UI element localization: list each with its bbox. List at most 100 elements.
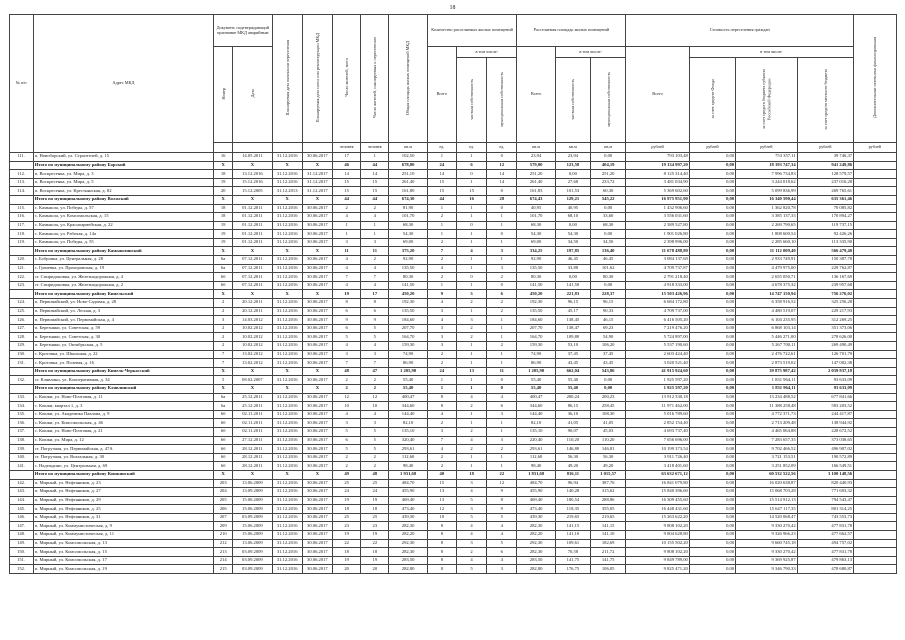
value-cell: 2 [426, 212, 457, 222]
value-cell: 334,25 [516, 246, 556, 257]
value-cell: 4 [486, 521, 518, 532]
value-cell: 4 [331, 263, 362, 274]
value-cell: 9 346 790,33 [735, 564, 798, 575]
address-cell: Итого по муниципальному району Кинельски… [32, 289, 215, 300]
value-cell: 16 [455, 194, 488, 205]
value-cell: Х [232, 366, 273, 377]
row-number-cell: 122. [8, 272, 34, 282]
value-cell: 86,90 [516, 358, 556, 368]
value-cell: 678,00 [388, 160, 428, 171]
row-number-cell: 120. [8, 255, 34, 265]
value-cell: 2 655 050,71 [735, 272, 798, 282]
value-cell: 0,00 [590, 280, 627, 291]
value-cell: 144,40 [388, 409, 428, 420]
value-cell: Х [213, 246, 234, 257]
value-cell: 19 [331, 530, 362, 540]
table-row: 126. п. Первомайский, ул. Первомайская, д… [8, 315, 897, 325]
value-cell: 469,40 [388, 495, 428, 506]
value-cell: 18 [360, 504, 390, 514]
value-cell: 2 [360, 452, 390, 463]
value-cell: 23,94 [554, 151, 592, 162]
value-cell: 2 [426, 452, 457, 463]
value-cell: 15.12.2005 [232, 186, 273, 196]
value-cell: 6б [213, 426, 234, 437]
value-cell: 478 680,87 [796, 564, 855, 575]
value-cell: 10 [360, 401, 390, 411]
value-cell: 30.06.2017 [301, 461, 334, 471]
value-cell: 315,62 [590, 487, 627, 497]
row-number-cell: 148. [8, 530, 34, 540]
value-cell: 14 520 068,47 [735, 512, 798, 523]
address-cell: Итого по муниципальному району Борский [32, 160, 215, 171]
value-cell: 0,00 [688, 237, 737, 248]
value-cell: 200,24 [554, 392, 592, 403]
value-cell: 30.06.2017 [301, 203, 334, 214]
value-cell: 5 537 190,60 [625, 341, 690, 351]
value-cell: 68,30 [590, 220, 627, 231]
value-cell: 106,20 [590, 341, 627, 351]
row-number-cell [8, 366, 34, 377]
value-cell: 31.12.2017 [301, 169, 334, 179]
value-cell: 1 [455, 212, 488, 222]
value-cell: 269 490,49 [796, 341, 855, 351]
value-cell: 25 [331, 478, 362, 489]
address-cell: с. Камышла, ул. Комсомольская, д. 15 [32, 212, 215, 222]
address-cell: ст. Спиридоновка, ул. Железнодорожная, д… [32, 280, 215, 291]
value-cell: 0 [486, 383, 518, 394]
value-cell: 30.06.2017 [301, 255, 334, 265]
value-cell: 37,45 [554, 349, 592, 360]
value-cell: 1 205,90 [516, 366, 556, 377]
value-cell: Х [232, 194, 273, 205]
value-cell: 4 [455, 530, 488, 540]
value-cell: 31.12.2016 [271, 177, 303, 188]
value-cell [853, 504, 897, 514]
value-cell: 0,00 [688, 435, 737, 446]
table-row: 147. п. Мирный, ул. Коммунистическая, д. … [8, 521, 897, 532]
value-cell: 45,03 [590, 426, 627, 437]
address-cell: п. Березняки, ул. Октябрьская, д. 5 [32, 341, 215, 351]
value-cell: 2 398 996,00 [625, 237, 690, 248]
row-number-cell: 112. [8, 169, 34, 179]
value-cell: 7 [213, 358, 234, 368]
value-cell: 1 [455, 418, 488, 428]
value-cell: 6 416 505,20 [625, 315, 690, 325]
value-cell: 3 556 031,60 [625, 212, 690, 222]
value-cell: 0 [455, 272, 488, 282]
value-cell: 545,22 [590, 194, 627, 205]
value-cell [853, 323, 897, 334]
value-cell: 400,47 [388, 392, 428, 403]
value-cell: 400,47 [516, 392, 556, 403]
value-cell: 41,05 [590, 418, 627, 428]
value-cell: 01.12.2011 [232, 237, 273, 248]
table-row: 146. п. Мирный, ул. Нефтяников, д. 31 207 0… [8, 512, 897, 523]
value-cell: 214 [213, 555, 234, 566]
value-cell: 0,00 [688, 555, 737, 566]
table-row: 150. п. Мирный, ул. Комсомольская, д. 15 2… [8, 547, 897, 557]
table-row: 114. п. Воскресенка, ул. Крестьянская, д.… [8, 186, 897, 196]
value-cell: 96,94 [554, 478, 592, 489]
value-cell [853, 186, 897, 196]
value-cell: 0,00 [688, 530, 737, 540]
value-cell: 229 762,87 [796, 263, 855, 274]
value-cell: 31.12.2017 [301, 177, 334, 188]
row-number-cell [8, 194, 34, 205]
value-cell: 25.12.2011 [232, 401, 273, 411]
value-cell: 14 [486, 169, 518, 179]
row-number-cell: 142. [8, 478, 34, 489]
summary-row: Итого по муниципальному району Кинельски… [8, 289, 897, 300]
value-cell: 404,19 [590, 160, 627, 171]
value-cell: 5 [486, 512, 518, 523]
value-cell: 205 [213, 495, 234, 506]
row-number-cell [8, 160, 34, 171]
value-cell: 282,30 [388, 521, 428, 532]
value-cell: 2 [360, 461, 390, 471]
relocation-table: № п/п Адрес МКД Документ, подтверждающий… [8, 14, 897, 575]
value-cell: 344,60 [388, 401, 428, 411]
value-cell: 1 [455, 229, 488, 239]
value-cell: 86,15 [554, 401, 592, 411]
value-cell: 31.12.2016 [271, 435, 303, 446]
value-cell: 4 [455, 521, 488, 532]
value-cell: 10.02.2012 [232, 323, 273, 334]
value-cell: 25 [360, 478, 390, 489]
value-cell: 0,00 [688, 151, 737, 162]
